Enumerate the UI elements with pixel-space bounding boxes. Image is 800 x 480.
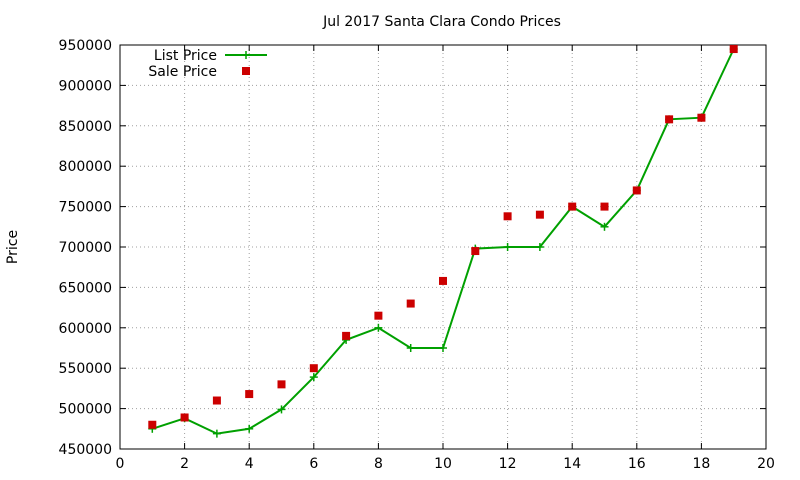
grid [120, 45, 766, 449]
axis-ticks: 450000 500000 550000 600000 650000 700000 7500… [59, 38, 775, 472]
sale-price-point [212, 396, 221, 405]
list-price-point [406, 344, 415, 352]
x-tick-label: 18 [692, 456, 710, 472]
sale-price-point [180, 413, 189, 422]
legend-swatch-list-price [225, 51, 267, 59]
y-axis-label: Price [5, 230, 21, 264]
x-tick-label: 14 [563, 456, 581, 472]
sale-price-point [568, 202, 577, 211]
x-tick-label: 20 [757, 456, 775, 472]
series-layer [148, 45, 738, 438]
x-tick-label: 0 [116, 456, 125, 472]
y-tick-label: 750000 [59, 200, 112, 216]
list-price-point [600, 222, 609, 231]
x-tick-label: 12 [499, 456, 517, 472]
chart-title: Jul 2017 Santa Clara Condo Prices [322, 14, 561, 30]
x-tick-label: 6 [309, 456, 318, 472]
legend-item-list-price: List Price [154, 48, 267, 64]
sale-price-point [406, 299, 415, 308]
sale-price-point [729, 45, 738, 54]
y-tick-label: 850000 [59, 119, 112, 135]
legend: List Price Sale Price [148, 48, 267, 80]
list-price-point [309, 373, 318, 382]
y-tick-label: 950000 [59, 38, 112, 54]
sale-price-point [277, 380, 286, 389]
y-tick-label: 800000 [59, 159, 112, 175]
sale-price-point [342, 331, 351, 340]
sale-price-point [697, 113, 706, 122]
legend-item-sale-price: Sale Price [148, 64, 250, 80]
list-price-point [212, 429, 221, 438]
sale-price-point [148, 420, 157, 429]
x-tick-label: 16 [628, 456, 646, 472]
sale-price-point [665, 115, 674, 124]
y-tick-label: 600000 [59, 321, 112, 337]
sale-price-point [632, 186, 641, 195]
legend-marker-list-price [242, 51, 250, 59]
list-price-point [439, 344, 447, 352]
x-tick-label: 10 [434, 456, 452, 472]
x-tick-label: 2 [180, 456, 189, 472]
sale-price-point [374, 311, 383, 320]
y-tick-label: 450000 [59, 442, 112, 458]
y-tick-label: 500000 [59, 402, 112, 418]
list-price-point [374, 323, 383, 332]
y-tick-label: 650000 [59, 280, 112, 296]
sale-price-point [309, 364, 318, 373]
sale-price-point [535, 210, 544, 219]
y-tick-label: 550000 [59, 361, 112, 377]
y-tick-label: 700000 [59, 240, 112, 256]
legend-label-list-price: List Price [154, 48, 217, 64]
sale-price-point [600, 202, 609, 211]
sale-price-point [503, 212, 512, 221]
list-price-point [245, 424, 254, 433]
legend-label-sale-price: Sale Price [148, 64, 217, 80]
list-price-point [503, 243, 512, 251]
sale-price-point [245, 390, 254, 399]
x-tick-label: 8 [374, 456, 383, 472]
list-price-point [535, 243, 544, 251]
x-tick-label: 4 [245, 456, 254, 472]
legend-marker-sale-price [242, 67, 250, 75]
sale-price-point [439, 276, 447, 285]
sale-price-point [471, 247, 480, 256]
list-price-point [277, 405, 286, 414]
y-tick-label: 900000 [59, 78, 112, 94]
legend-swatch-sale-price [242, 67, 250, 75]
